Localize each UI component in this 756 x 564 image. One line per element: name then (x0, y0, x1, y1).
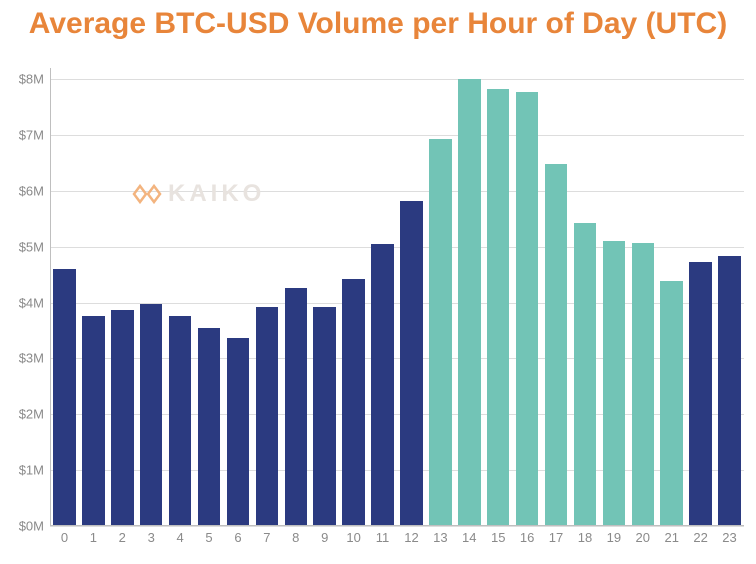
bar (371, 244, 394, 526)
x-tick-label: 7 (263, 526, 270, 545)
bar (516, 92, 539, 526)
bar (53, 269, 76, 526)
bar (574, 223, 597, 526)
watermark: KAIKO (132, 180, 265, 208)
x-tick-label: 11 (376, 526, 390, 545)
x-tick-label: 2 (119, 526, 126, 545)
x-tick-label: 3 (148, 526, 155, 545)
bar (429, 139, 452, 526)
bar (82, 316, 105, 526)
bar (603, 241, 626, 526)
y-axis-line (50, 68, 51, 526)
bar (689, 262, 712, 526)
y-tick-label: $6M (19, 183, 50, 198)
x-axis-line (50, 525, 744, 526)
y-tick-label: $5M (19, 239, 50, 254)
chart-area: $0M$1M$2M$3M$4M$5M$6M$7M$8MKAIKO01234567… (50, 68, 744, 526)
gridline (50, 79, 744, 80)
watermark-text: KAIKO (168, 180, 265, 208)
y-tick-label: $4M (19, 295, 50, 310)
x-tick-label: 23 (722, 526, 736, 545)
y-tick-label: $0M (19, 519, 50, 534)
x-tick-label: 6 (234, 526, 241, 545)
bar (198, 328, 221, 526)
bar (285, 288, 308, 526)
bar (111, 310, 134, 526)
bar (140, 304, 163, 526)
y-tick-label: $7M (19, 128, 50, 143)
y-tick-label: $2M (19, 407, 50, 422)
gridline (50, 135, 744, 136)
x-tick-label: 13 (433, 526, 447, 545)
bar (227, 338, 250, 526)
x-tick-label: 22 (693, 526, 707, 545)
x-tick-label: 8 (292, 526, 299, 545)
x-tick-label: 17 (549, 526, 563, 545)
bar (660, 281, 683, 526)
x-tick-label: 12 (404, 526, 418, 545)
x-tick-label: 16 (520, 526, 534, 545)
x-tick-label: 10 (346, 526, 360, 545)
x-tick-label: 20 (636, 526, 650, 545)
bar (718, 256, 741, 526)
y-tick-label: $8M (19, 72, 50, 87)
y-tick-label: $1M (19, 463, 50, 478)
y-tick-label: $3M (19, 351, 50, 366)
bar (169, 316, 192, 526)
bar (313, 307, 336, 527)
x-tick-label: 18 (578, 526, 592, 545)
x-tick-label: 0 (61, 526, 68, 545)
gridline (50, 191, 744, 192)
kaiko-logo-icon (132, 182, 162, 206)
x-tick-label: 5 (205, 526, 212, 545)
x-tick-label: 4 (177, 526, 184, 545)
bar (256, 307, 279, 527)
bar (400, 201, 423, 526)
x-tick-label: 9 (321, 526, 328, 545)
bar (545, 164, 568, 526)
bar (487, 89, 510, 526)
x-tick-label: 14 (462, 526, 476, 545)
bar (342, 279, 365, 526)
bar (632, 243, 655, 526)
chart-title: Average BTC-USD Volume per Hour of Day (… (0, 0, 756, 42)
x-tick-label: 15 (491, 526, 505, 545)
bar (458, 79, 481, 526)
x-tick-label: 21 (664, 526, 678, 545)
x-tick-label: 19 (607, 526, 621, 545)
x-tick-label: 1 (90, 526, 97, 545)
